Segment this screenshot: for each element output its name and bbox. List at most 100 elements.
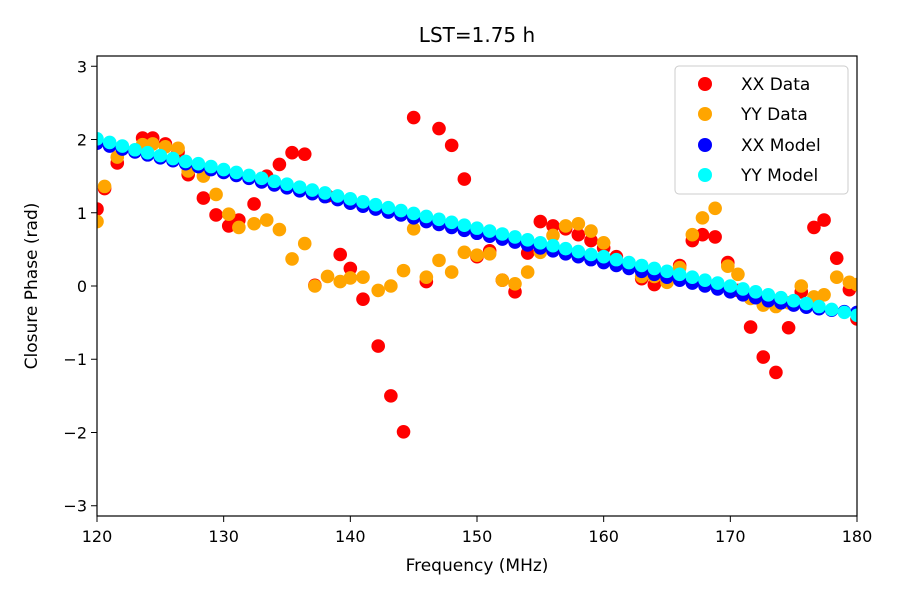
point-yy-model xyxy=(647,261,662,276)
point-yy-model xyxy=(761,287,776,302)
point-yy-model xyxy=(457,218,472,233)
y-tick-label: 2 xyxy=(77,131,87,150)
point-xx-data xyxy=(196,191,211,205)
point-yy-model xyxy=(634,258,649,273)
legend-marker-xx-data xyxy=(698,77,712,91)
point-yy-data xyxy=(384,279,398,293)
point-xx-data xyxy=(333,247,348,262)
point-yy-model xyxy=(292,180,307,194)
point-yy-model xyxy=(786,293,801,308)
y-tick-label: 0 xyxy=(77,277,87,296)
legend-marker-xx-model xyxy=(698,138,712,152)
point-yy-data xyxy=(432,253,446,268)
point-yy-data xyxy=(272,222,287,237)
point-xx-data xyxy=(756,350,771,364)
point-xx-data xyxy=(546,219,560,233)
point-yy-data xyxy=(320,269,335,284)
point-yy-model xyxy=(824,302,839,317)
x-tick-label: 160 xyxy=(588,527,619,546)
point-yy-model xyxy=(368,197,383,212)
point-yy-model xyxy=(406,206,421,221)
point-yy-model xyxy=(685,270,700,285)
point-xx-data xyxy=(221,219,236,233)
point-yy-model xyxy=(444,215,459,230)
point-yy-data xyxy=(297,236,312,251)
point-yy-model xyxy=(672,267,687,282)
point-yy-data xyxy=(794,279,809,293)
point-yy-data xyxy=(829,270,844,285)
point-yy-data xyxy=(558,219,573,233)
point-xx-data xyxy=(781,320,796,335)
point-yy-data xyxy=(343,271,358,285)
point-yy-model xyxy=(267,174,282,189)
x-tick-label: 180 xyxy=(842,527,873,546)
point-yy-data xyxy=(470,248,484,263)
point-yy-data xyxy=(571,216,586,231)
point-yy-data xyxy=(259,213,274,227)
point-yy-model xyxy=(305,183,320,197)
point-yy-model xyxy=(596,249,611,264)
point-yy-model xyxy=(191,156,206,171)
point-yy-model xyxy=(97,131,104,146)
point-yy-model xyxy=(254,171,269,186)
point-yy-model xyxy=(698,273,712,287)
point-yy-model xyxy=(584,247,598,262)
point-xx-data xyxy=(97,202,104,216)
point-xx-data xyxy=(533,214,548,229)
point-yy-model xyxy=(102,135,117,150)
point-yy-model xyxy=(394,203,408,218)
point-yy-model xyxy=(482,224,497,238)
point-yy-data xyxy=(508,277,522,291)
point-yy-model xyxy=(432,212,446,227)
point-yy-model xyxy=(115,139,130,153)
point-yy-model xyxy=(812,299,826,314)
point-yy-data xyxy=(209,187,223,202)
y-axis-label: Closure Phase (rad) xyxy=(22,203,42,370)
point-yy-model xyxy=(710,276,725,290)
point-xx-data xyxy=(297,147,312,161)
plot-markers xyxy=(97,110,857,439)
point-yy-data xyxy=(596,235,611,250)
y-tick-label: 1 xyxy=(77,204,87,223)
point-yy-model xyxy=(558,241,573,256)
point-xx-data xyxy=(406,110,421,125)
point-yy-data xyxy=(444,265,459,279)
point-xx-data xyxy=(708,230,722,244)
point-xx-data xyxy=(807,220,821,235)
point-yy-data xyxy=(482,246,497,261)
point-xx-data xyxy=(396,424,411,439)
y-tick-label: −2 xyxy=(63,423,87,442)
point-yy-data xyxy=(731,267,745,282)
point-yy-model xyxy=(330,189,345,203)
point-yy-model xyxy=(229,165,244,180)
point-yy-model xyxy=(166,151,180,166)
point-xx-data xyxy=(371,339,386,353)
point-yy-data xyxy=(247,216,261,231)
point-yy-model xyxy=(660,264,674,279)
point-yy-model xyxy=(280,177,294,191)
point-yy-model xyxy=(128,142,142,157)
point-yy-model xyxy=(419,209,434,224)
point-xx-data xyxy=(584,233,598,248)
point-yy-data xyxy=(97,214,104,229)
x-axis: 120 130 140 150 160 170 180 xyxy=(82,516,873,546)
point-yy-data xyxy=(221,207,236,222)
point-xx-data xyxy=(384,389,398,403)
y-tick-label: 3 xyxy=(77,57,87,76)
chart-title: LST=1.75 h xyxy=(419,23,535,47)
point-yy-data xyxy=(817,287,831,302)
point-yy-model xyxy=(508,230,522,244)
point-yy-data xyxy=(721,259,735,274)
point-yy-data xyxy=(232,220,246,235)
x-axis-label: Frequency (MHz) xyxy=(406,556,549,576)
point-yy-model xyxy=(520,233,535,247)
point-yy-model xyxy=(178,154,193,169)
point-yy-model xyxy=(533,235,548,250)
point-yy-data xyxy=(285,252,299,266)
point-xx-data xyxy=(285,145,299,160)
point-yy-data xyxy=(546,228,560,243)
point-yy-data xyxy=(695,211,710,225)
point-yy-data xyxy=(520,265,535,279)
point-yy-data xyxy=(708,201,722,216)
